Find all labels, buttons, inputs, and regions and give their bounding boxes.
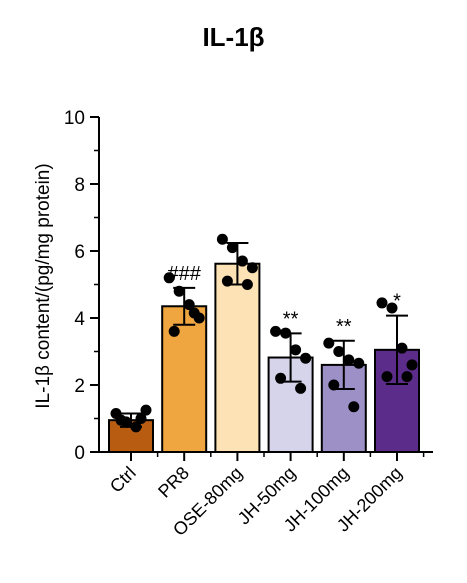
data-point: [130, 421, 142, 433]
data-points: [110, 233, 418, 433]
x-tick-label: PR8: [154, 463, 193, 502]
data-point: [290, 344, 302, 356]
data-point: [343, 354, 355, 366]
data-point: [221, 275, 233, 287]
significance-marker: **: [336, 316, 352, 338]
error-bars: [120, 241, 408, 428]
y-tick-label: 10: [64, 108, 85, 129]
data-point: [216, 233, 228, 245]
data-point: [353, 357, 365, 369]
data-point: [226, 242, 238, 254]
data-point: [401, 371, 413, 383]
y-axis: 0 2 4 6 8 10: [64, 108, 100, 464]
data-point: [246, 262, 258, 274]
chart-title: IL-1β: [202, 22, 265, 52]
data-point: [348, 401, 360, 413]
significance-marker: *: [393, 291, 401, 313]
data-point: [381, 371, 393, 383]
significance-marker: **: [283, 308, 299, 330]
data-point: [406, 359, 418, 371]
data-point: [275, 372, 287, 384]
data-point: [183, 299, 195, 311]
y-tick-label: 0: [74, 443, 85, 464]
data-point: [270, 325, 282, 337]
data-point: [135, 413, 147, 424]
bar: [214, 262, 261, 454]
data-point: [323, 337, 335, 349]
data-point: [173, 285, 185, 297]
data-point: [236, 255, 248, 267]
data-point: [300, 352, 312, 364]
x-tick-label: Ctrl: [106, 463, 140, 497]
data-point: [333, 346, 345, 357]
y-tick-label: 6: [74, 242, 85, 263]
data-point: [168, 325, 180, 337]
data-point: [163, 272, 175, 284]
y-tick-label: 2: [74, 376, 85, 397]
data-point: [396, 342, 408, 354]
y-axis-label: IL-1β content/(pg/mg protein): [33, 163, 54, 408]
significance-marker: ###: [168, 263, 202, 285]
data-point: [115, 414, 127, 426]
y-tick-label: 8: [74, 175, 85, 196]
bar: [161, 305, 208, 453]
data-point: [295, 382, 307, 394]
y-tick-label: 4: [74, 309, 85, 330]
data-point: [188, 307, 200, 319]
data-point: [280, 327, 292, 339]
data-point: [376, 297, 388, 309]
data-point: [140, 404, 152, 416]
data-point: [386, 302, 398, 314]
data-point: [328, 379, 340, 391]
bars: [108, 262, 420, 454]
data-point: [241, 279, 253, 290]
significance-markers: ###** ***: [168, 263, 402, 338]
